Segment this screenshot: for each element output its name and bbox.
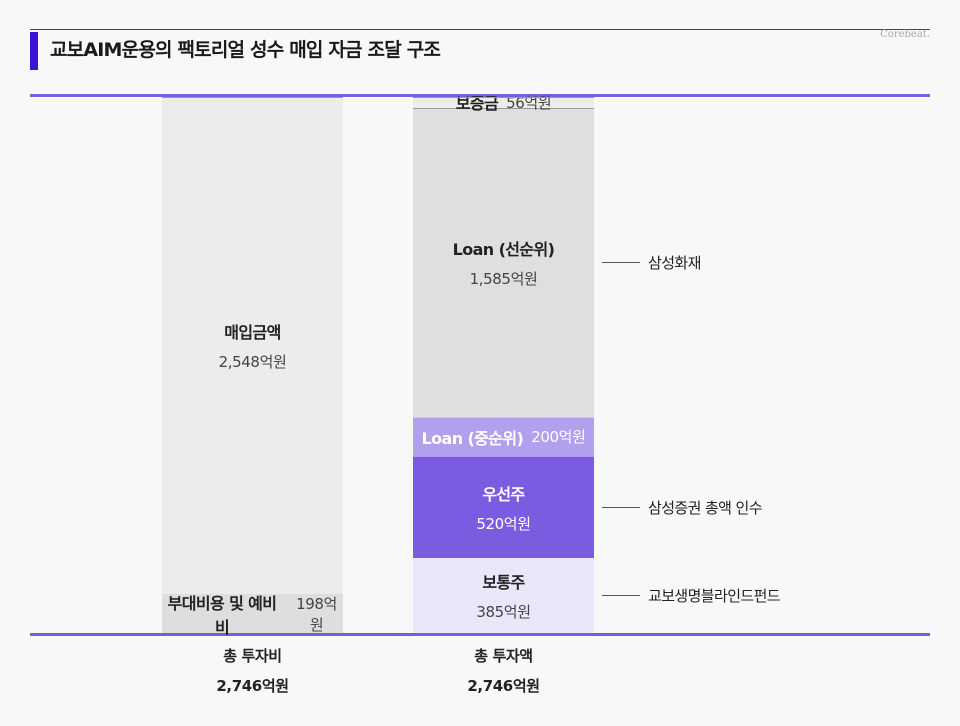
segment-value: 2,548억원	[218, 353, 287, 372]
annotation-leader-line	[602, 594, 640, 596]
chart-baseline-rule	[30, 633, 930, 636]
annotation-leader-line	[602, 262, 640, 264]
bar-segment: 매입금액 2,548억원	[162, 97, 343, 595]
segment-value: 200억원	[531, 428, 586, 447]
total-investment-category-label: 총 투자액	[474, 647, 533, 665]
segment-label: Loan (선순위)	[452, 240, 555, 260]
bar-segment: Loan (선순위) 1,585억원	[413, 107, 594, 418]
total-cost-category-label: 총 투자비	[223, 647, 282, 665]
segment-annotation: 교보생명블라인드펀드	[602, 585, 781, 605]
annotation-leader-line	[602, 506, 640, 508]
segment-divider	[413, 107, 594, 109]
title-accent-bar	[30, 32, 38, 70]
total-cost-total-label: 2,746억원	[216, 677, 289, 695]
segment-divider	[413, 456, 594, 458]
segment-annotation: 삼성증권 총액 인수	[602, 497, 763, 517]
chart-title: 교보AIM운용의 팩토리얼 성수 매입 자금 조달 구조	[50, 39, 441, 61]
segment-value: 56억원	[506, 93, 552, 112]
segment-value: 385억원	[476, 602, 531, 621]
segment-label: 우선주	[482, 484, 525, 504]
segment-label: 매입금액	[224, 323, 281, 343]
total-investment-total-label: 2,746억원	[467, 677, 540, 695]
segment-divider	[413, 97, 594, 98]
segment-divider	[162, 97, 343, 98]
segment-annotation: 삼성화재	[602, 253, 701, 273]
bar-segment: 보증금 56억원	[413, 94, 594, 113]
top-rule	[30, 29, 930, 30]
brand-logo: Corebeat.	[880, 29, 930, 40]
segment-label: 보통주	[482, 572, 525, 592]
bar-segment: 보통주 385억원	[413, 557, 594, 633]
segment-value: 1,585억원	[469, 270, 538, 289]
bar-segment: 우선주 520억원	[413, 456, 594, 558]
annotation-text: 삼성증권 총액 인수	[648, 498, 763, 517]
segment-value: 198억원	[296, 594, 337, 634]
chart-top-rule	[30, 94, 930, 97]
annotation-text: 삼성화재	[648, 254, 701, 273]
segment-label: 부대비용 및 예비비	[167, 593, 277, 637]
bar-segment: 부대비용 및 예비비 198억원	[162, 594, 343, 637]
segment-divider	[413, 417, 594, 419]
segment-label: 보증금	[455, 94, 499, 114]
bar-segment: Loan (중순위) 200억원	[413, 417, 594, 457]
segment-label: Loan (중순위)	[421, 428, 524, 448]
annotation-text: 교보생명블라인드펀드	[648, 586, 781, 605]
segment-value: 520억원	[476, 514, 531, 533]
